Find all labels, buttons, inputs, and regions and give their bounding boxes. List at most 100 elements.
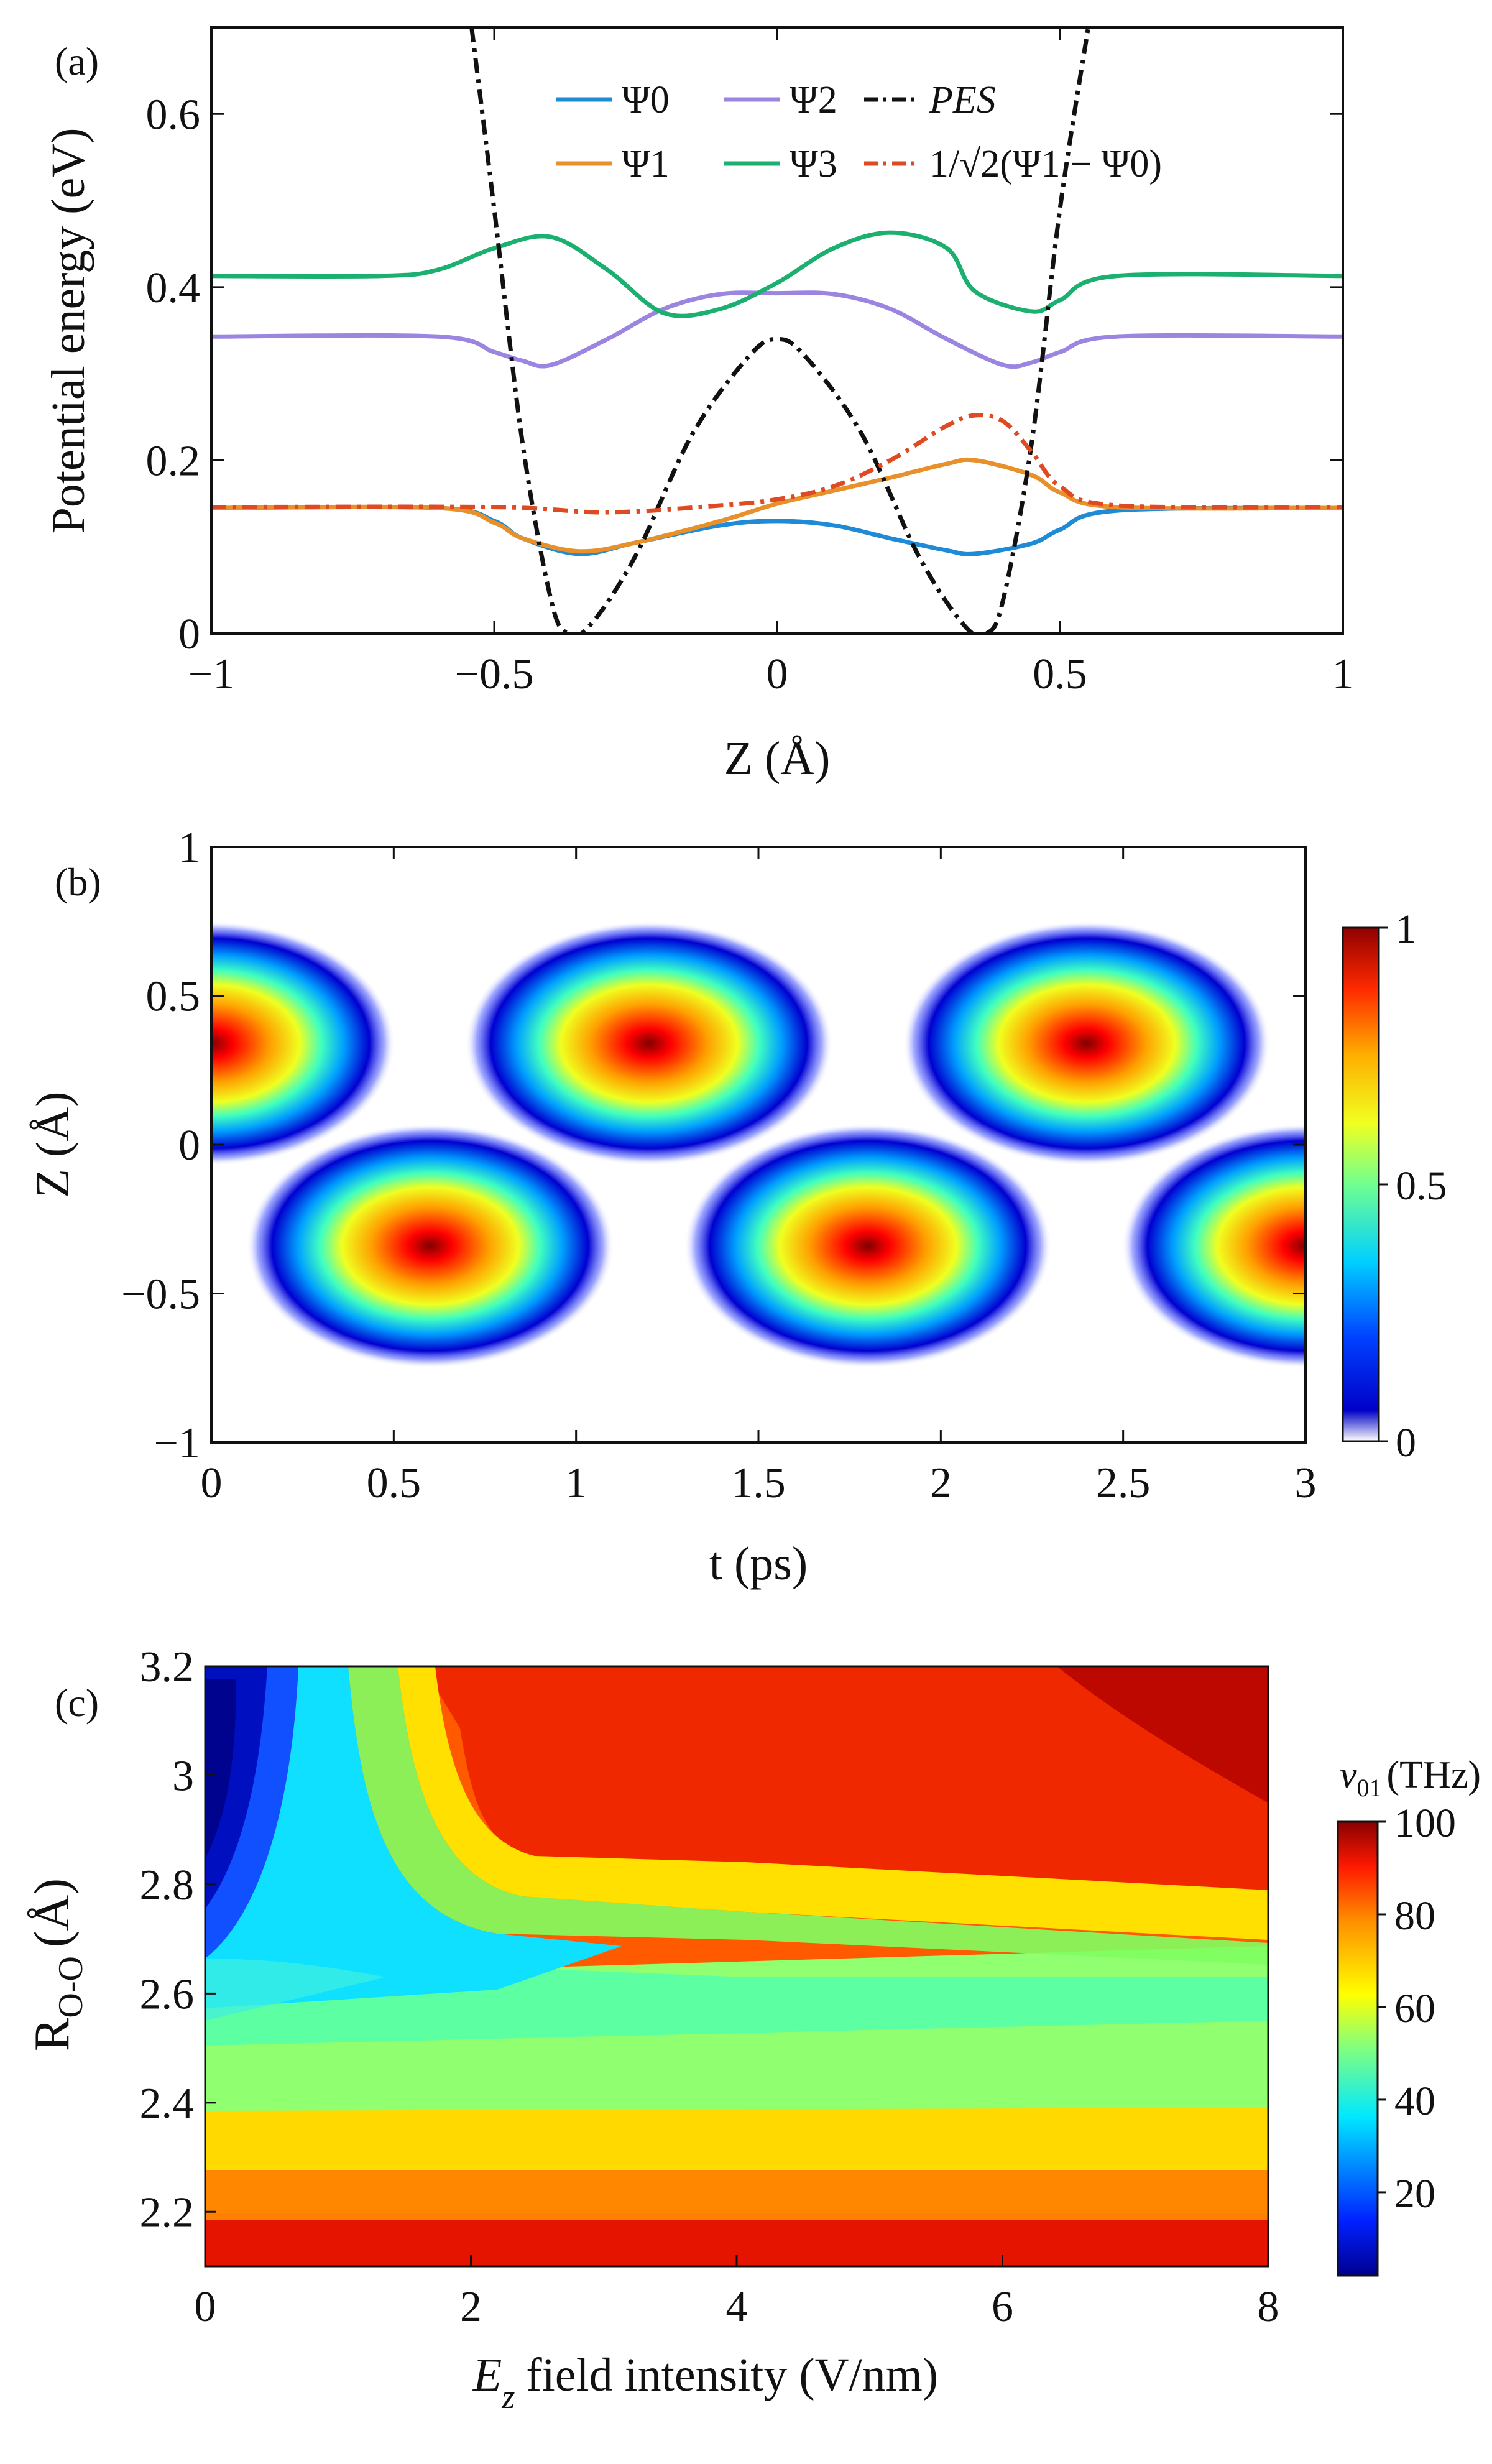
panel-c-label: (c) bbox=[55, 1681, 99, 1725]
series-line-0 bbox=[211, 504, 1343, 556]
y-tick-label: 2.8 bbox=[140, 1862, 195, 1909]
panel-b-heatmap bbox=[211, 921, 1306, 1368]
panel-b-label: (b) bbox=[55, 860, 101, 904]
y-tick-label: 3.2 bbox=[140, 1643, 195, 1691]
y-tick-label: 2.4 bbox=[140, 2080, 195, 2128]
x-tick-label: 6 bbox=[992, 2283, 1013, 2331]
panel-c-ylabel-subscript: O-O bbox=[52, 1956, 90, 2018]
x-tick-label: 2.5 bbox=[1096, 1459, 1151, 1507]
colorbar-title-subscript: 01 bbox=[1357, 1774, 1382, 1802]
series-line-3 bbox=[211, 230, 1343, 318]
colorbar-tick-label: 100 bbox=[1394, 1801, 1456, 1846]
panel-c: 0 2 4 6 8 2.2 2.4 2.6 2.8 3 3.2 (c) Ez field intens… bbox=[25, 1643, 1481, 2416]
legend-label-psi2: Ψ2 bbox=[790, 79, 837, 121]
heatmap-dark-red-corner bbox=[1057, 1666, 1268, 1803]
y-tick-label: 1 bbox=[178, 824, 200, 872]
x-tick-label: 1 bbox=[565, 1459, 587, 1507]
panel-a: −1 −0.5 0 0.5 1 0 0.2 0.4 0.6 (a) Z (Å) Potentia… bbox=[42, 26, 1354, 785]
panel-c-xlabel-text: field intensity (V/nm) bbox=[526, 2349, 938, 2401]
colorbar-tick-label: 0.5 bbox=[1396, 1163, 1447, 1209]
x-tick-label: 4 bbox=[726, 2283, 748, 2331]
wavepacket-blob-5 bbox=[1121, 1124, 1306, 1368]
panel-b-xlabel: t (ps) bbox=[709, 1538, 808, 1590]
y-tick-label: 0 bbox=[178, 1122, 200, 1170]
x-tick-label: 2 bbox=[930, 1459, 952, 1507]
panel-c-ylabel-unit: (Å) bbox=[25, 1878, 80, 1947]
heatmap-teal-region bbox=[205, 1903, 1268, 2046]
wavepacket-blob-2 bbox=[903, 921, 1271, 1166]
x-tick-label: 0 bbox=[767, 650, 788, 698]
panel-a-label: (a) bbox=[55, 39, 99, 83]
panel-a-xlabel: Z (Å) bbox=[724, 732, 831, 785]
legend-label-psi0: Ψ0 bbox=[622, 79, 670, 121]
y-tick-label: 0.6 bbox=[146, 91, 201, 139]
heatmap-cyan-region bbox=[205, 1666, 622, 2008]
heatmap-yellow-band bbox=[205, 2102, 1268, 2170]
panel-c-heatmap bbox=[205, 1666, 1268, 2266]
x-tick-label: 0 bbox=[201, 1459, 223, 1507]
x-tick-label: 8 bbox=[1258, 2283, 1279, 2331]
x-tick-label: 3 bbox=[1295, 1459, 1317, 1507]
x-tick-label: 0.5 bbox=[1033, 650, 1087, 698]
panel-a-legend: Ψ0 Ψ2 PES Ψ1 Ψ3 1/√2(Ψ1 − Ψ0) bbox=[556, 79, 1162, 185]
colorbar-tick-label: 80 bbox=[1394, 1893, 1435, 1939]
wavepacket-blob-3 bbox=[246, 1124, 614, 1368]
heatmap-navy-region bbox=[205, 1679, 236, 1859]
y-tick-label: −1 bbox=[154, 1419, 200, 1467]
y-tick-label: 2.2 bbox=[140, 2189, 195, 2236]
y-tick-label: 3 bbox=[172, 1752, 194, 1800]
series-line-1 bbox=[211, 457, 1343, 554]
series-line-2 bbox=[211, 290, 1343, 369]
x-tick-label: 0.5 bbox=[367, 1459, 421, 1507]
series-line-4 bbox=[469, 27, 1090, 634]
y-tick-label: −0.5 bbox=[121, 1271, 200, 1319]
y-tick-label: 0.5 bbox=[146, 973, 201, 1021]
x-tick-label: 0 bbox=[195, 2283, 216, 2331]
colorbar-title-unit: (THz) bbox=[1387, 1754, 1481, 1796]
panel-c-ticks: 0 2 4 6 8 2.2 2.4 2.6 2.8 3 3.2 bbox=[140, 1643, 1279, 2331]
legend-label-superposition: 1/√2(Ψ1 − Ψ0) bbox=[929, 143, 1162, 185]
panel-b-colorbar bbox=[1343, 928, 1379, 1441]
panel-c-ylabel: RO-O (Å) bbox=[25, 1878, 90, 2051]
x-tick-label: −1 bbox=[188, 650, 234, 698]
panel-b: 0 0.5 1 1.5 2 2.5 3−1−0.500.51 (b) t (ps) Z (Å… bbox=[27, 824, 1447, 1590]
panel-c-colorbar-ticks: 20 40 60 80 100 bbox=[1378, 1801, 1456, 2217]
colorbar-title-symbol: v bbox=[1340, 1754, 1357, 1796]
panel-b-ticks: 0 0.5 1 1.5 2 2.5 3 −1 −0.5 0 0.5 1 bbox=[121, 824, 1316, 1507]
panel-c-xlabel: Ez field intensity (V/nm) bbox=[472, 2349, 938, 2416]
colorbar-tick-label: 1 bbox=[1396, 907, 1416, 952]
panel-a-frame bbox=[210, 26, 1344, 635]
x-tick-label: 1 bbox=[1332, 650, 1354, 698]
panel-c-colorbar-frame bbox=[1337, 1820, 1379, 2277]
heatmap-orange-band bbox=[205, 2164, 1268, 2220]
panel-c-colorbar-title: v01 (THz) bbox=[1340, 1754, 1481, 1802]
colorbar-tick-label: 40 bbox=[1394, 2079, 1435, 2124]
panel-a-ticks: −1 −0.5 0 0.5 1 0 0.2 0.4 0.6 bbox=[146, 27, 1354, 698]
panel-c-ylabel-symbol: R bbox=[25, 2018, 80, 2051]
colorbar-tick-label: 20 bbox=[1394, 2171, 1435, 2217]
heatmap-red-region bbox=[423, 1666, 1268, 1896]
y-tick-label: 2.6 bbox=[140, 1970, 195, 2018]
panel-a-series bbox=[211, 27, 1343, 634]
panel-b-colorbar-ticks: 00.51 bbox=[1379, 907, 1447, 1465]
legend-label-pes: PES bbox=[929, 79, 996, 121]
panel-c-xlabel-subscript: z bbox=[501, 2378, 515, 2416]
panel-a-ylabel: Potential energy (eV) bbox=[42, 128, 94, 534]
heatmap-blend bbox=[205, 1959, 385, 2021]
y-tick-label: 0 bbox=[178, 611, 200, 658]
heatmap-yellow-ridge bbox=[398, 1666, 1268, 1940]
y-tick-label: 0.2 bbox=[146, 437, 201, 485]
panel-c-colorbar bbox=[1338, 1822, 1378, 2276]
y-tick-label: 0.4 bbox=[146, 264, 201, 312]
panel-c-xlabel-symbol: E bbox=[472, 2349, 502, 2401]
x-tick-label: 2 bbox=[460, 2283, 482, 2331]
x-tick-label: −0.5 bbox=[455, 650, 534, 698]
x-tick-label: 1.5 bbox=[731, 1459, 786, 1507]
colorbar-tick-label: 0 bbox=[1396, 1420, 1416, 1465]
legend-label-psi3: Ψ3 bbox=[790, 143, 837, 185]
series-line-5 bbox=[211, 413, 1343, 515]
wavepacket-blob-0 bbox=[211, 921, 395, 1166]
wavepacket-blob-4 bbox=[684, 1124, 1052, 1368]
wavepacket-blob-1 bbox=[465, 921, 833, 1166]
